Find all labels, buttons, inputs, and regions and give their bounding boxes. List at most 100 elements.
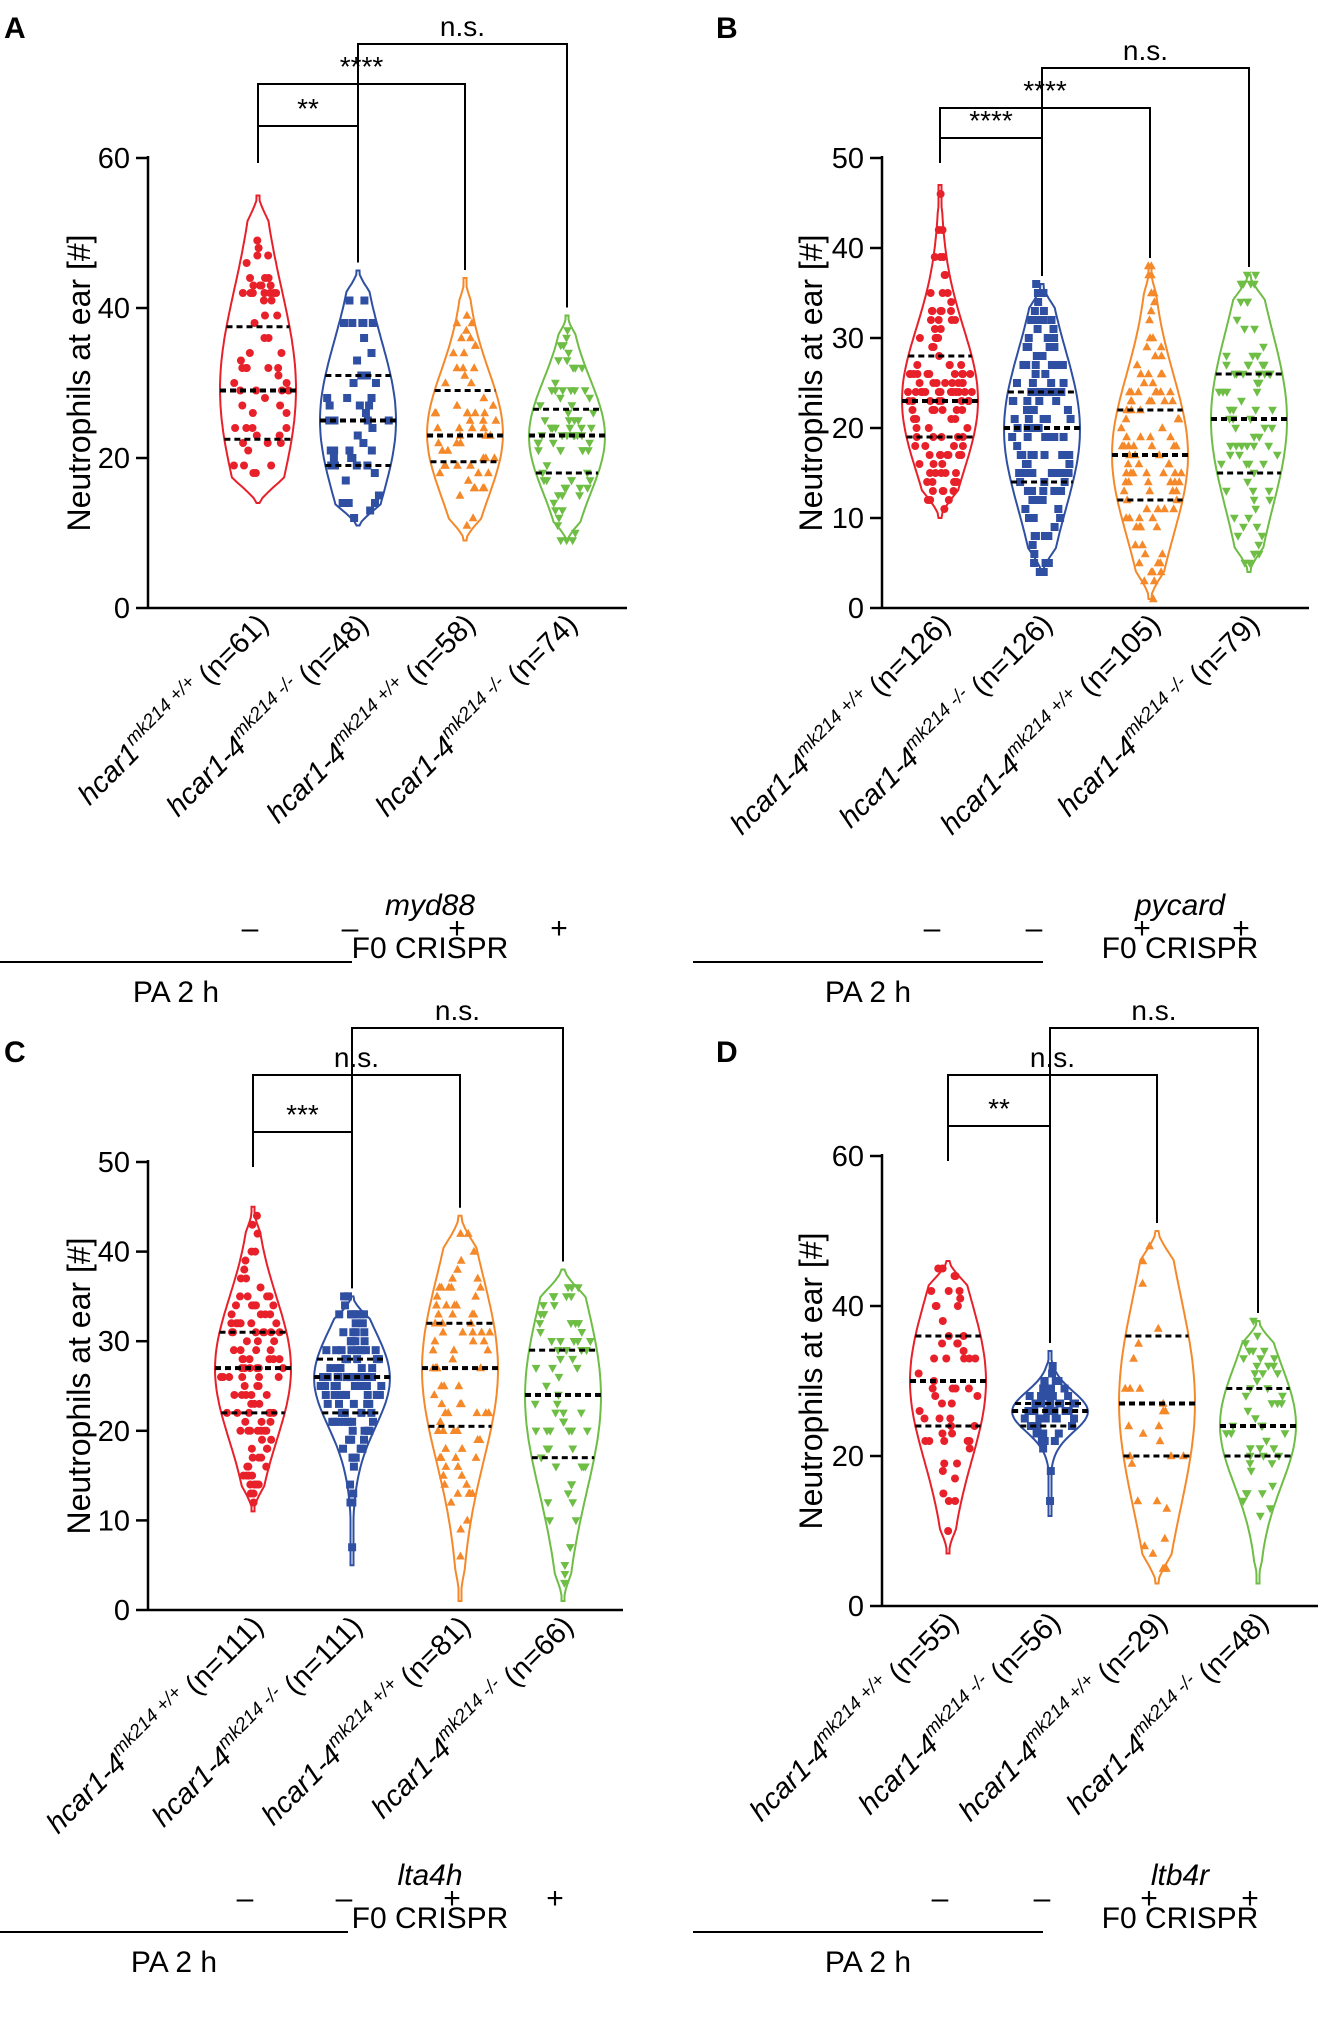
- data-point: [944, 1287, 953, 1295]
- data-point: [470, 408, 480, 417]
- data-point: [269, 1301, 278, 1310]
- y-tick-label: 30: [98, 1326, 130, 1358]
- data-point: [1262, 1437, 1271, 1446]
- data-point: [1047, 1384, 1056, 1393]
- data-point: [953, 1339, 962, 1348]
- data-point: [1242, 298, 1252, 307]
- data-point: [357, 1408, 366, 1417]
- data-point: [264, 251, 273, 260]
- data-point: [236, 356, 245, 365]
- data-point: [554, 514, 564, 523]
- data-point: [1037, 1429, 1046, 1438]
- data-point: [921, 1437, 930, 1445]
- gene-name: hcar1-4: [934, 749, 1026, 841]
- data-point: [345, 296, 354, 305]
- data-point: [248, 289, 257, 297]
- data-point: [1135, 522, 1145, 531]
- data-point: [1065, 460, 1074, 468]
- data-point: [564, 349, 573, 358]
- data-point: [266, 1346, 275, 1355]
- data-point: [1135, 1383, 1145, 1392]
- data-point: [266, 281, 275, 290]
- data-point: [243, 1292, 252, 1301]
- data-point: [274, 371, 283, 380]
- data-point: [1135, 513, 1144, 522]
- bracket-line: [947, 1074, 1158, 1223]
- data-point: [432, 1291, 442, 1300]
- data-point: [1149, 576, 1159, 585]
- data-point: [1252, 379, 1262, 388]
- data-point: [457, 1443, 467, 1452]
- violin-outline: [426, 277, 504, 542]
- data-point: [960, 388, 969, 396]
- data-point: [1252, 523, 1262, 532]
- data-point: [346, 1498, 355, 1507]
- crispr-treatment-marker: +: [1140, 1882, 1158, 1915]
- data-point: [434, 438, 443, 447]
- data-point: [452, 438, 462, 447]
- data-point: [1035, 1414, 1044, 1423]
- panel-label: D: [716, 1036, 738, 1069]
- data-point: [1029, 451, 1038, 459]
- data-point: [367, 1408, 376, 1417]
- data-point: [931, 1392, 940, 1400]
- data-point: [1248, 352, 1258, 361]
- significance-label: ****: [340, 51, 384, 82]
- data-point: [1162, 1503, 1172, 1512]
- data-point: [1133, 1496, 1143, 1505]
- data-point: [1277, 1400, 1287, 1409]
- data-point: [1170, 468, 1180, 477]
- data-point: [332, 1382, 341, 1390]
- violin-outline: [1002, 283, 1082, 573]
- data-point: [1145, 315, 1154, 324]
- data-point: [1145, 486, 1155, 495]
- data-point: [250, 319, 259, 327]
- data-point: [929, 433, 938, 441]
- data-point: [469, 1309, 479, 1318]
- data-point: [360, 1426, 369, 1435]
- crispr-treatment-marker: +: [1232, 912, 1250, 945]
- data-point: [358, 1319, 367, 1328]
- data-point: [928, 406, 937, 414]
- data-point: [437, 445, 447, 454]
- crispr-gene-label: myd88: [385, 889, 475, 922]
- data-point: [915, 460, 924, 468]
- data-point: [478, 415, 488, 424]
- genotype-superscript: mk214 +/+: [811, 1670, 889, 1748]
- data-point: [1246, 1467, 1256, 1476]
- data-point: [959, 1332, 968, 1340]
- condition-labels: lta4h F0 CRISPR PA 2 h: [0, 1859, 508, 1979]
- data-point: [1132, 360, 1142, 369]
- data-point: [276, 401, 285, 410]
- data-point: [258, 1435, 267, 1444]
- genotype-superscript: mk214 +/+: [1002, 683, 1080, 761]
- data-point: [1038, 496, 1047, 504]
- data-point: [448, 1273, 457, 1282]
- data-point: [1046, 1467, 1055, 1475]
- data-point: [921, 442, 930, 450]
- data-point: [577, 1463, 587, 1472]
- data-point: [437, 1381, 446, 1390]
- n-count: (n=61): [187, 608, 275, 696]
- data-point: [1021, 460, 1030, 468]
- data-point: [1021, 505, 1030, 513]
- data-point: [1176, 468, 1186, 477]
- data-point: [1056, 514, 1065, 522]
- data-point: [1041, 370, 1050, 378]
- data-point: [1050, 334, 1059, 342]
- data-point: [535, 1320, 545, 1329]
- data-point: [282, 424, 291, 432]
- data-point: [1241, 1392, 1251, 1401]
- data-point: [574, 1320, 584, 1329]
- violin-outline: [1110, 265, 1190, 600]
- data-point: [251, 1328, 260, 1337]
- data-point: [266, 1417, 275, 1426]
- data-point: [441, 460, 450, 469]
- data-point: [571, 1517, 581, 1526]
- n-count: (n=126): [857, 608, 957, 708]
- data-point: [1255, 1512, 1265, 1521]
- data-point: [332, 1346, 341, 1355]
- data-point: [914, 1369, 923, 1378]
- data-point: [1055, 469, 1064, 477]
